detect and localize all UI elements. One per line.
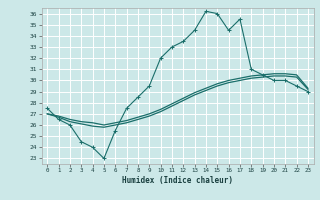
X-axis label: Humidex (Indice chaleur): Humidex (Indice chaleur)	[122, 176, 233, 185]
